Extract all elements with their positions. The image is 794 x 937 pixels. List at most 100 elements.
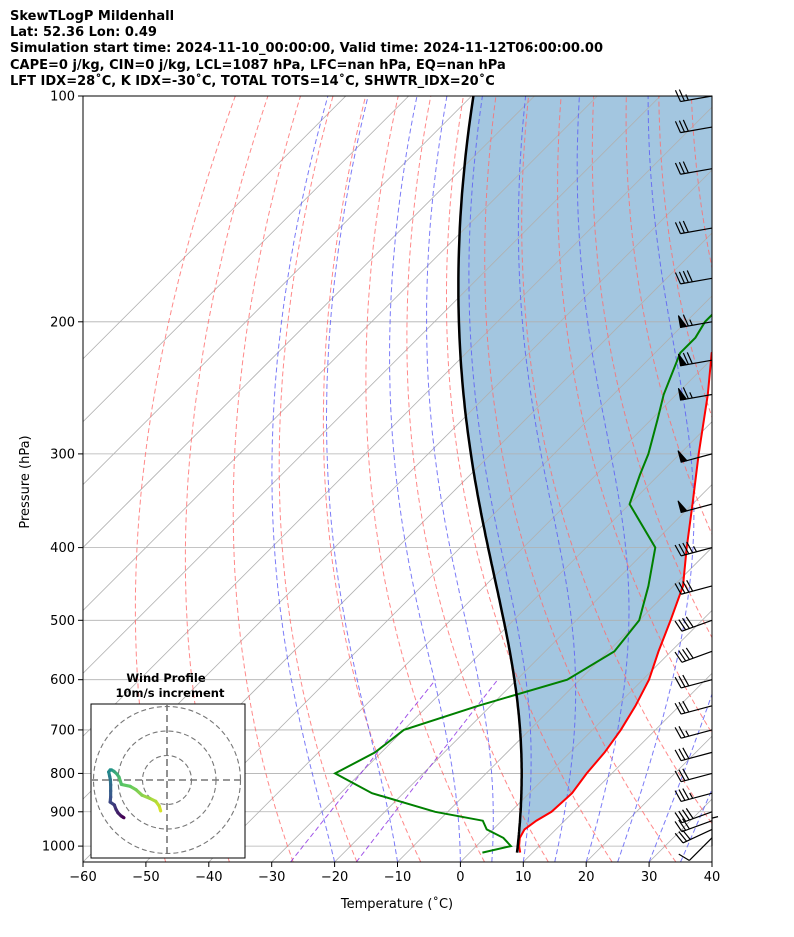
mixing-ratio-line <box>355 679 499 862</box>
hodograph: Wind Profile 10m/s increment <box>90 671 246 859</box>
wind-barb <box>674 580 713 595</box>
parcel-shading <box>458 96 712 853</box>
x-tick-label: −20 <box>321 870 348 885</box>
isotherm-line <box>460 609 712 862</box>
wind-barb <box>674 89 713 103</box>
cin-shading <box>458 96 712 853</box>
dry-adiabat <box>789 96 794 862</box>
wind-barb <box>674 161 713 175</box>
isotherm-line <box>83 96 409 423</box>
dry-adiabat <box>521 96 712 825</box>
mixing-ratio-lines <box>290 679 499 862</box>
dry-adiabat <box>724 96 794 862</box>
wind-barbs <box>674 89 719 861</box>
wind-barb <box>677 352 713 367</box>
parcel-line <box>457 96 523 853</box>
x-tick-label: 30 <box>641 870 658 885</box>
wind-barb <box>674 674 713 689</box>
isotherm-line <box>334 484 712 862</box>
x-tick-label: −50 <box>132 870 159 885</box>
isotherm-line <box>397 546 712 862</box>
isotherm-line <box>83 106 712 737</box>
dry-adiabat <box>278 96 358 862</box>
hodograph-frame <box>90 703 246 859</box>
wind-barb <box>674 647 713 663</box>
x-tick-label: −60 <box>69 870 96 885</box>
y-tick-label: 100 <box>50 90 75 105</box>
moist-adiabat <box>271 96 336 862</box>
y-tick-label: 300 <box>50 447 75 462</box>
moist-adiabat <box>680 788 712 862</box>
x-tick-label: −10 <box>384 870 411 885</box>
y-tick-label: 200 <box>50 315 75 330</box>
wind-barb <box>674 788 713 803</box>
dry-adiabat <box>232 96 301 862</box>
wind-barb <box>674 747 713 762</box>
dewpoint-line <box>332 313 712 854</box>
wind-barb <box>674 119 713 134</box>
dry-adiabat <box>322 96 422 862</box>
wind-barb <box>674 808 713 824</box>
moist-adiabat <box>617 96 695 862</box>
isotherm-line <box>83 96 535 549</box>
isotherm-line <box>83 96 661 674</box>
wind-barb <box>674 768 713 783</box>
isotherm-line <box>83 96 472 486</box>
dry-adiabat <box>591 96 712 639</box>
x-axis-ticks: −60 −50 −40 −30 −20 −10 0 10 20 30 40 <box>69 862 720 885</box>
dry-adiabat <box>365 96 485 862</box>
wind-barb <box>674 616 713 632</box>
y-axis-ticks: 1000 900 800 700 600 500 400 300 200 100 <box>42 90 83 855</box>
dry-adiabat <box>484 96 677 862</box>
sounding-series <box>332 96 712 854</box>
y-axis-label: Pressure (hPa) <box>18 435 33 528</box>
wind-barb <box>674 541 713 557</box>
dry-adiabat <box>184 96 269 862</box>
wind-barb <box>674 270 713 285</box>
moist-adiabat <box>648 692 712 862</box>
pressure-grid <box>83 96 712 847</box>
wind-barb <box>677 500 713 514</box>
x-axis-label: Temperature (˚C) <box>340 896 453 912</box>
isotherm-line <box>711 861 712 862</box>
wind-barb <box>674 700 713 715</box>
isotherm-line <box>523 672 712 862</box>
dry-adiabat <box>557 96 712 734</box>
mixing-ratio-line <box>290 679 436 862</box>
dry-adiabat <box>757 96 794 862</box>
wind-barb <box>677 314 713 328</box>
time-label: Simulation start time: 2024-11-10_00:00:… <box>10 41 603 57</box>
indices-label-2: LFT IDX=28˚C, K IDX=-30˚C, TOTAL TOTS=14… <box>10 73 495 89</box>
isotherm-line <box>145 295 712 862</box>
dry-adiabat <box>134 96 236 862</box>
wind-barb <box>674 220 713 235</box>
isotherm-line <box>208 358 712 862</box>
temperature-line <box>518 351 712 853</box>
wind-barb <box>711 814 719 847</box>
hodograph-subtitle: 10m/s increment <box>116 686 225 700</box>
y-tick-label: 400 <box>50 541 75 556</box>
y-tick-label: 900 <box>50 805 75 820</box>
moist-adiabat <box>326 96 398 862</box>
x-tick-label: −30 <box>258 870 285 885</box>
wind-barb <box>674 818 713 833</box>
x-tick-label: 0 <box>456 870 464 885</box>
isotherm-line <box>83 96 347 360</box>
x-tick-label: 20 <box>578 870 595 885</box>
wind-barb <box>674 726 713 739</box>
dry-adiabat <box>658 96 712 419</box>
wind-barb <box>677 387 713 401</box>
wind-barb <box>678 837 713 861</box>
y-tick-label: 800 <box>50 767 75 782</box>
y-tick-label: 700 <box>50 723 75 738</box>
chart-title: SkewTLogP Mildenhall <box>10 9 175 24</box>
chart-header: SkewTLogP Mildenhall Lat: 52.36 Lon: 0.4… <box>10 9 603 90</box>
indices-label-1: CAPE=0 j/kg, CIN=0 j/kg, LCL=1087 hPa, L… <box>10 57 506 73</box>
wind-barb <box>677 450 713 463</box>
dry-adiabat <box>406 96 549 862</box>
y-tick-label: 1000 <box>42 840 75 855</box>
x-tick-label: 40 <box>704 870 721 885</box>
y-tick-label: 500 <box>50 614 75 629</box>
moist-adiabats <box>271 96 712 862</box>
location-label: Lat: 52.36 Lon: 0.49 <box>10 25 157 41</box>
